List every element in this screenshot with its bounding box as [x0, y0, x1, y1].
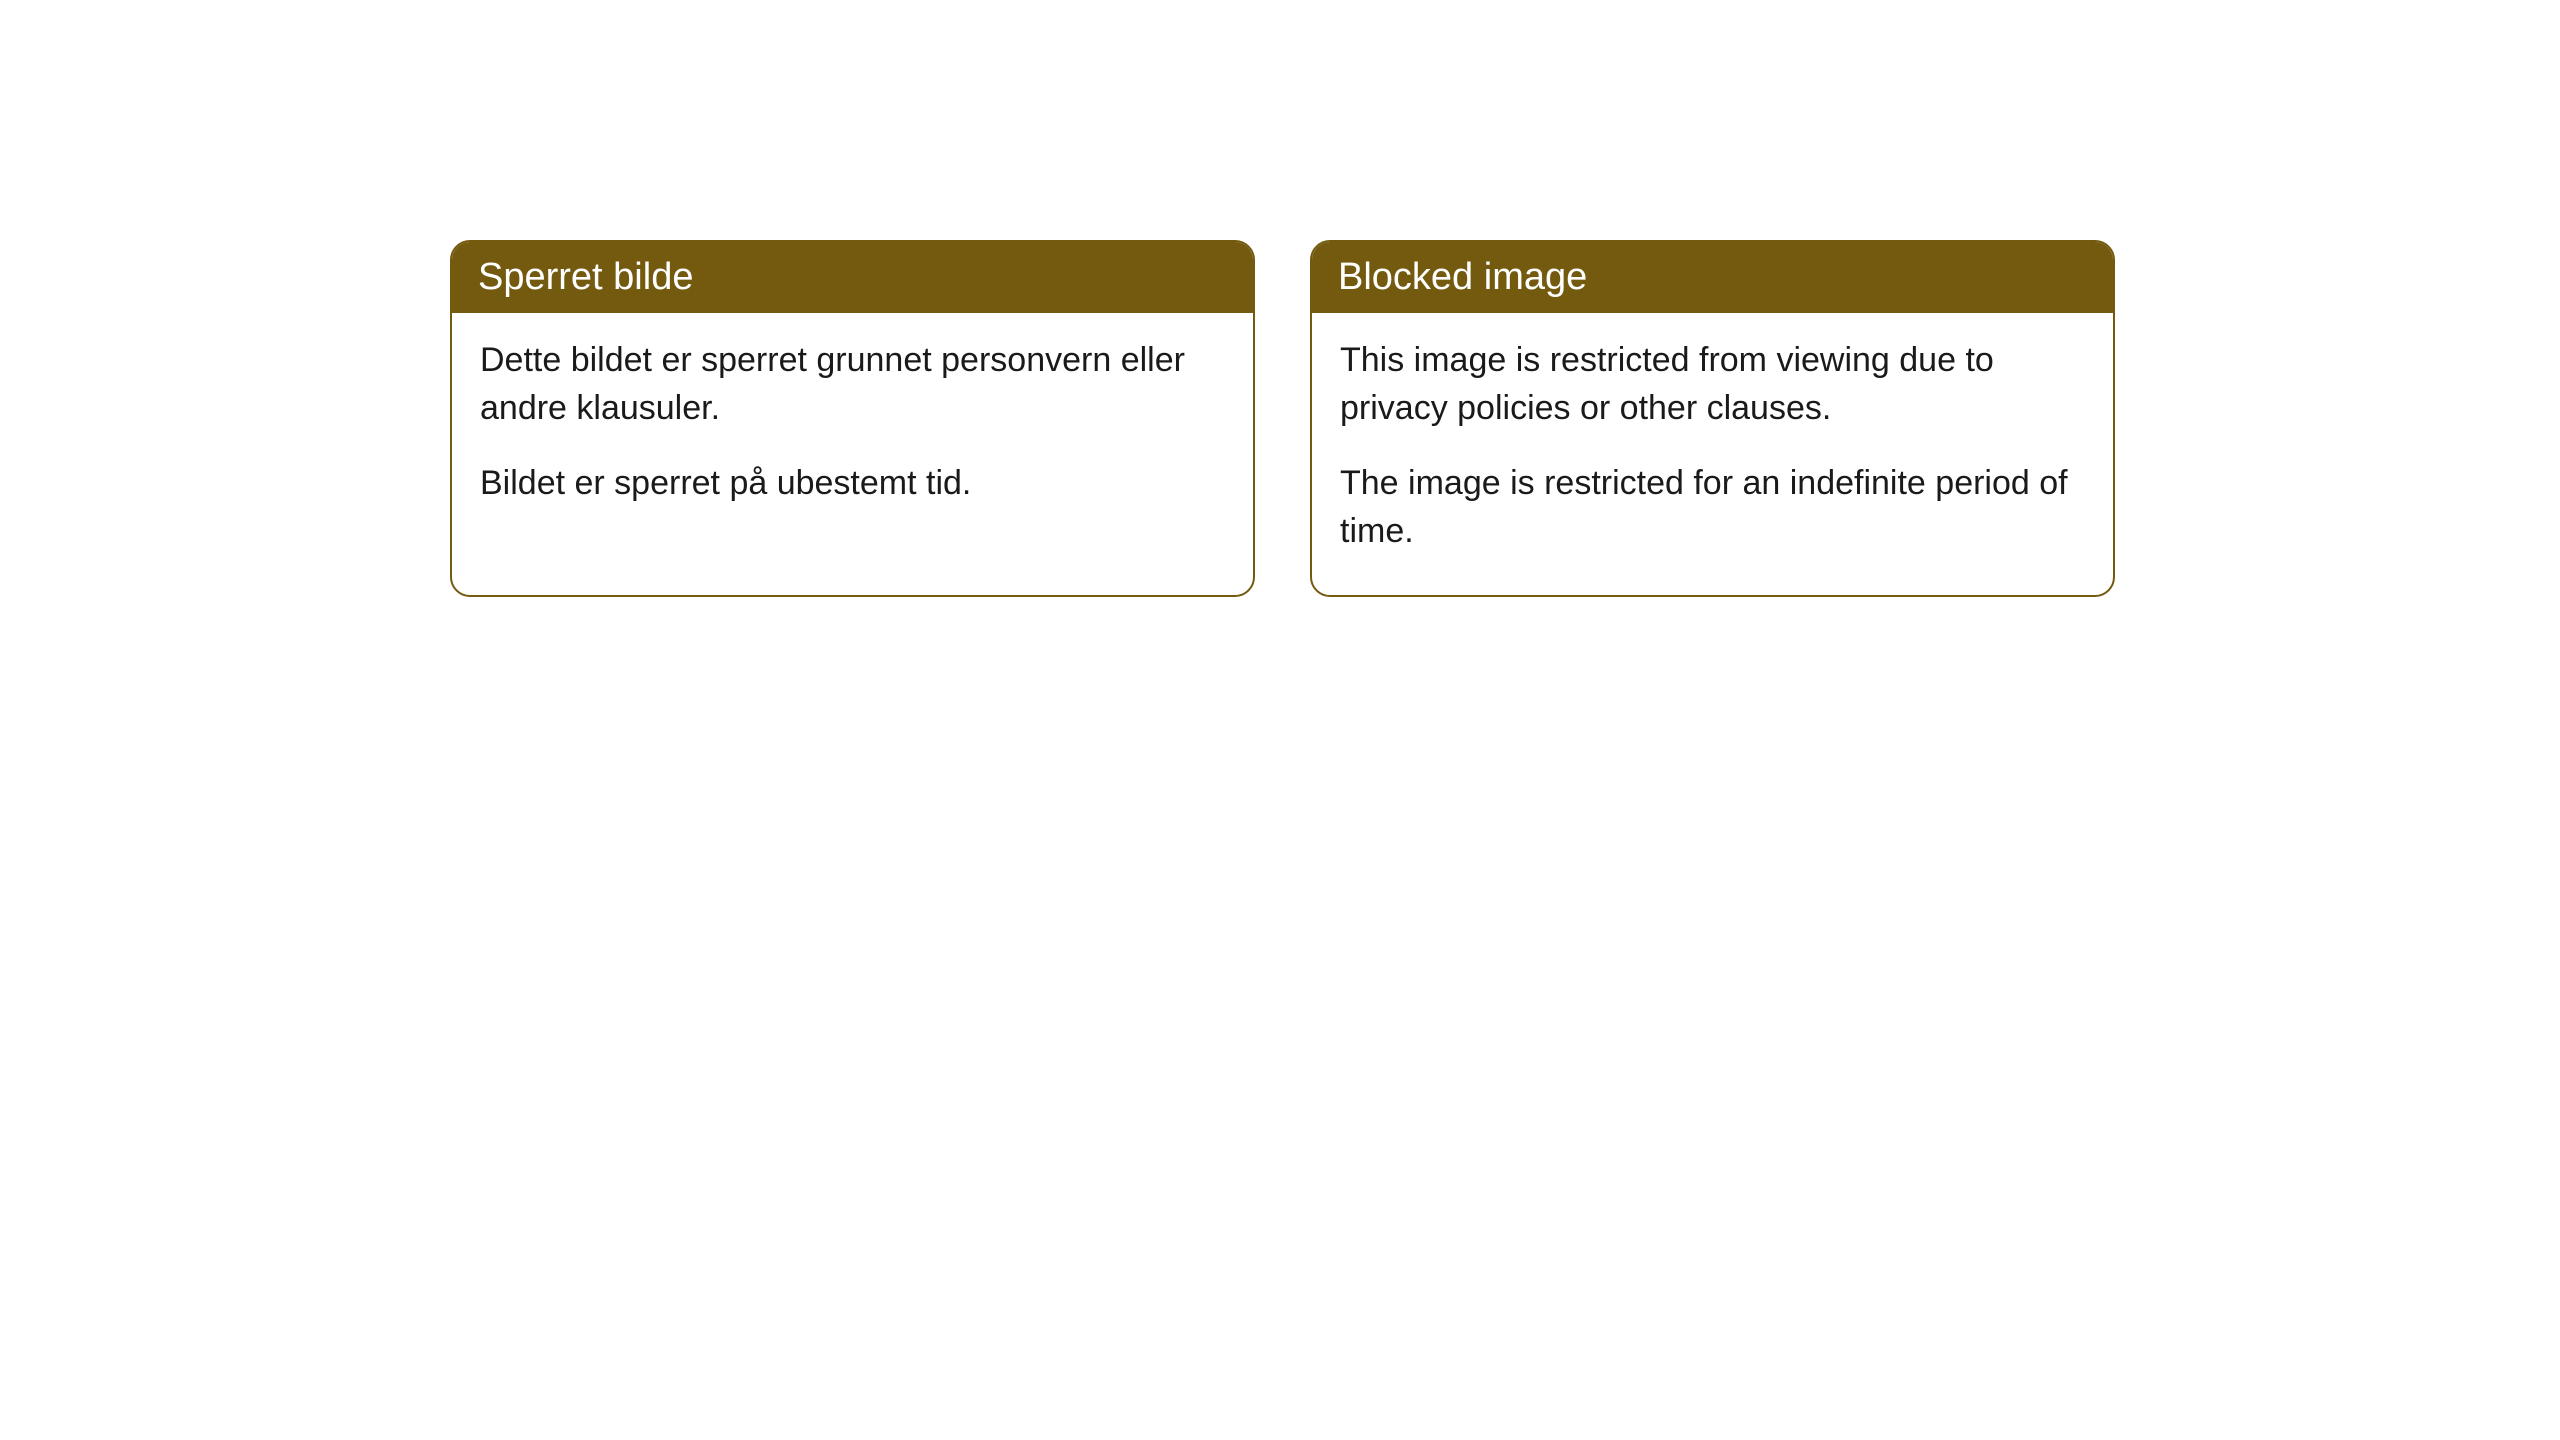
- card-body-no: Dette bildet er sperret grunnet personve…: [452, 313, 1253, 548]
- blocked-image-card-no: Sperret bilde Dette bildet er sperret gr…: [450, 240, 1255, 597]
- card-paragraph-no-2: Bildet er sperret på ubestemt tid.: [480, 460, 1225, 508]
- card-header-no: Sperret bilde: [452, 242, 1253, 313]
- card-body-en: This image is restricted from viewing du…: [1312, 313, 2113, 595]
- blocked-image-card-en: Blocked image This image is restricted f…: [1310, 240, 2115, 597]
- card-paragraph-en-1: This image is restricted from viewing du…: [1340, 337, 2085, 432]
- card-paragraph-en-2: The image is restricted for an indefinit…: [1340, 460, 2085, 555]
- card-paragraph-no-1: Dette bildet er sperret grunnet personve…: [480, 337, 1225, 432]
- cards-container: Sperret bilde Dette bildet er sperret gr…: [0, 0, 2560, 597]
- card-header-en: Blocked image: [1312, 242, 2113, 313]
